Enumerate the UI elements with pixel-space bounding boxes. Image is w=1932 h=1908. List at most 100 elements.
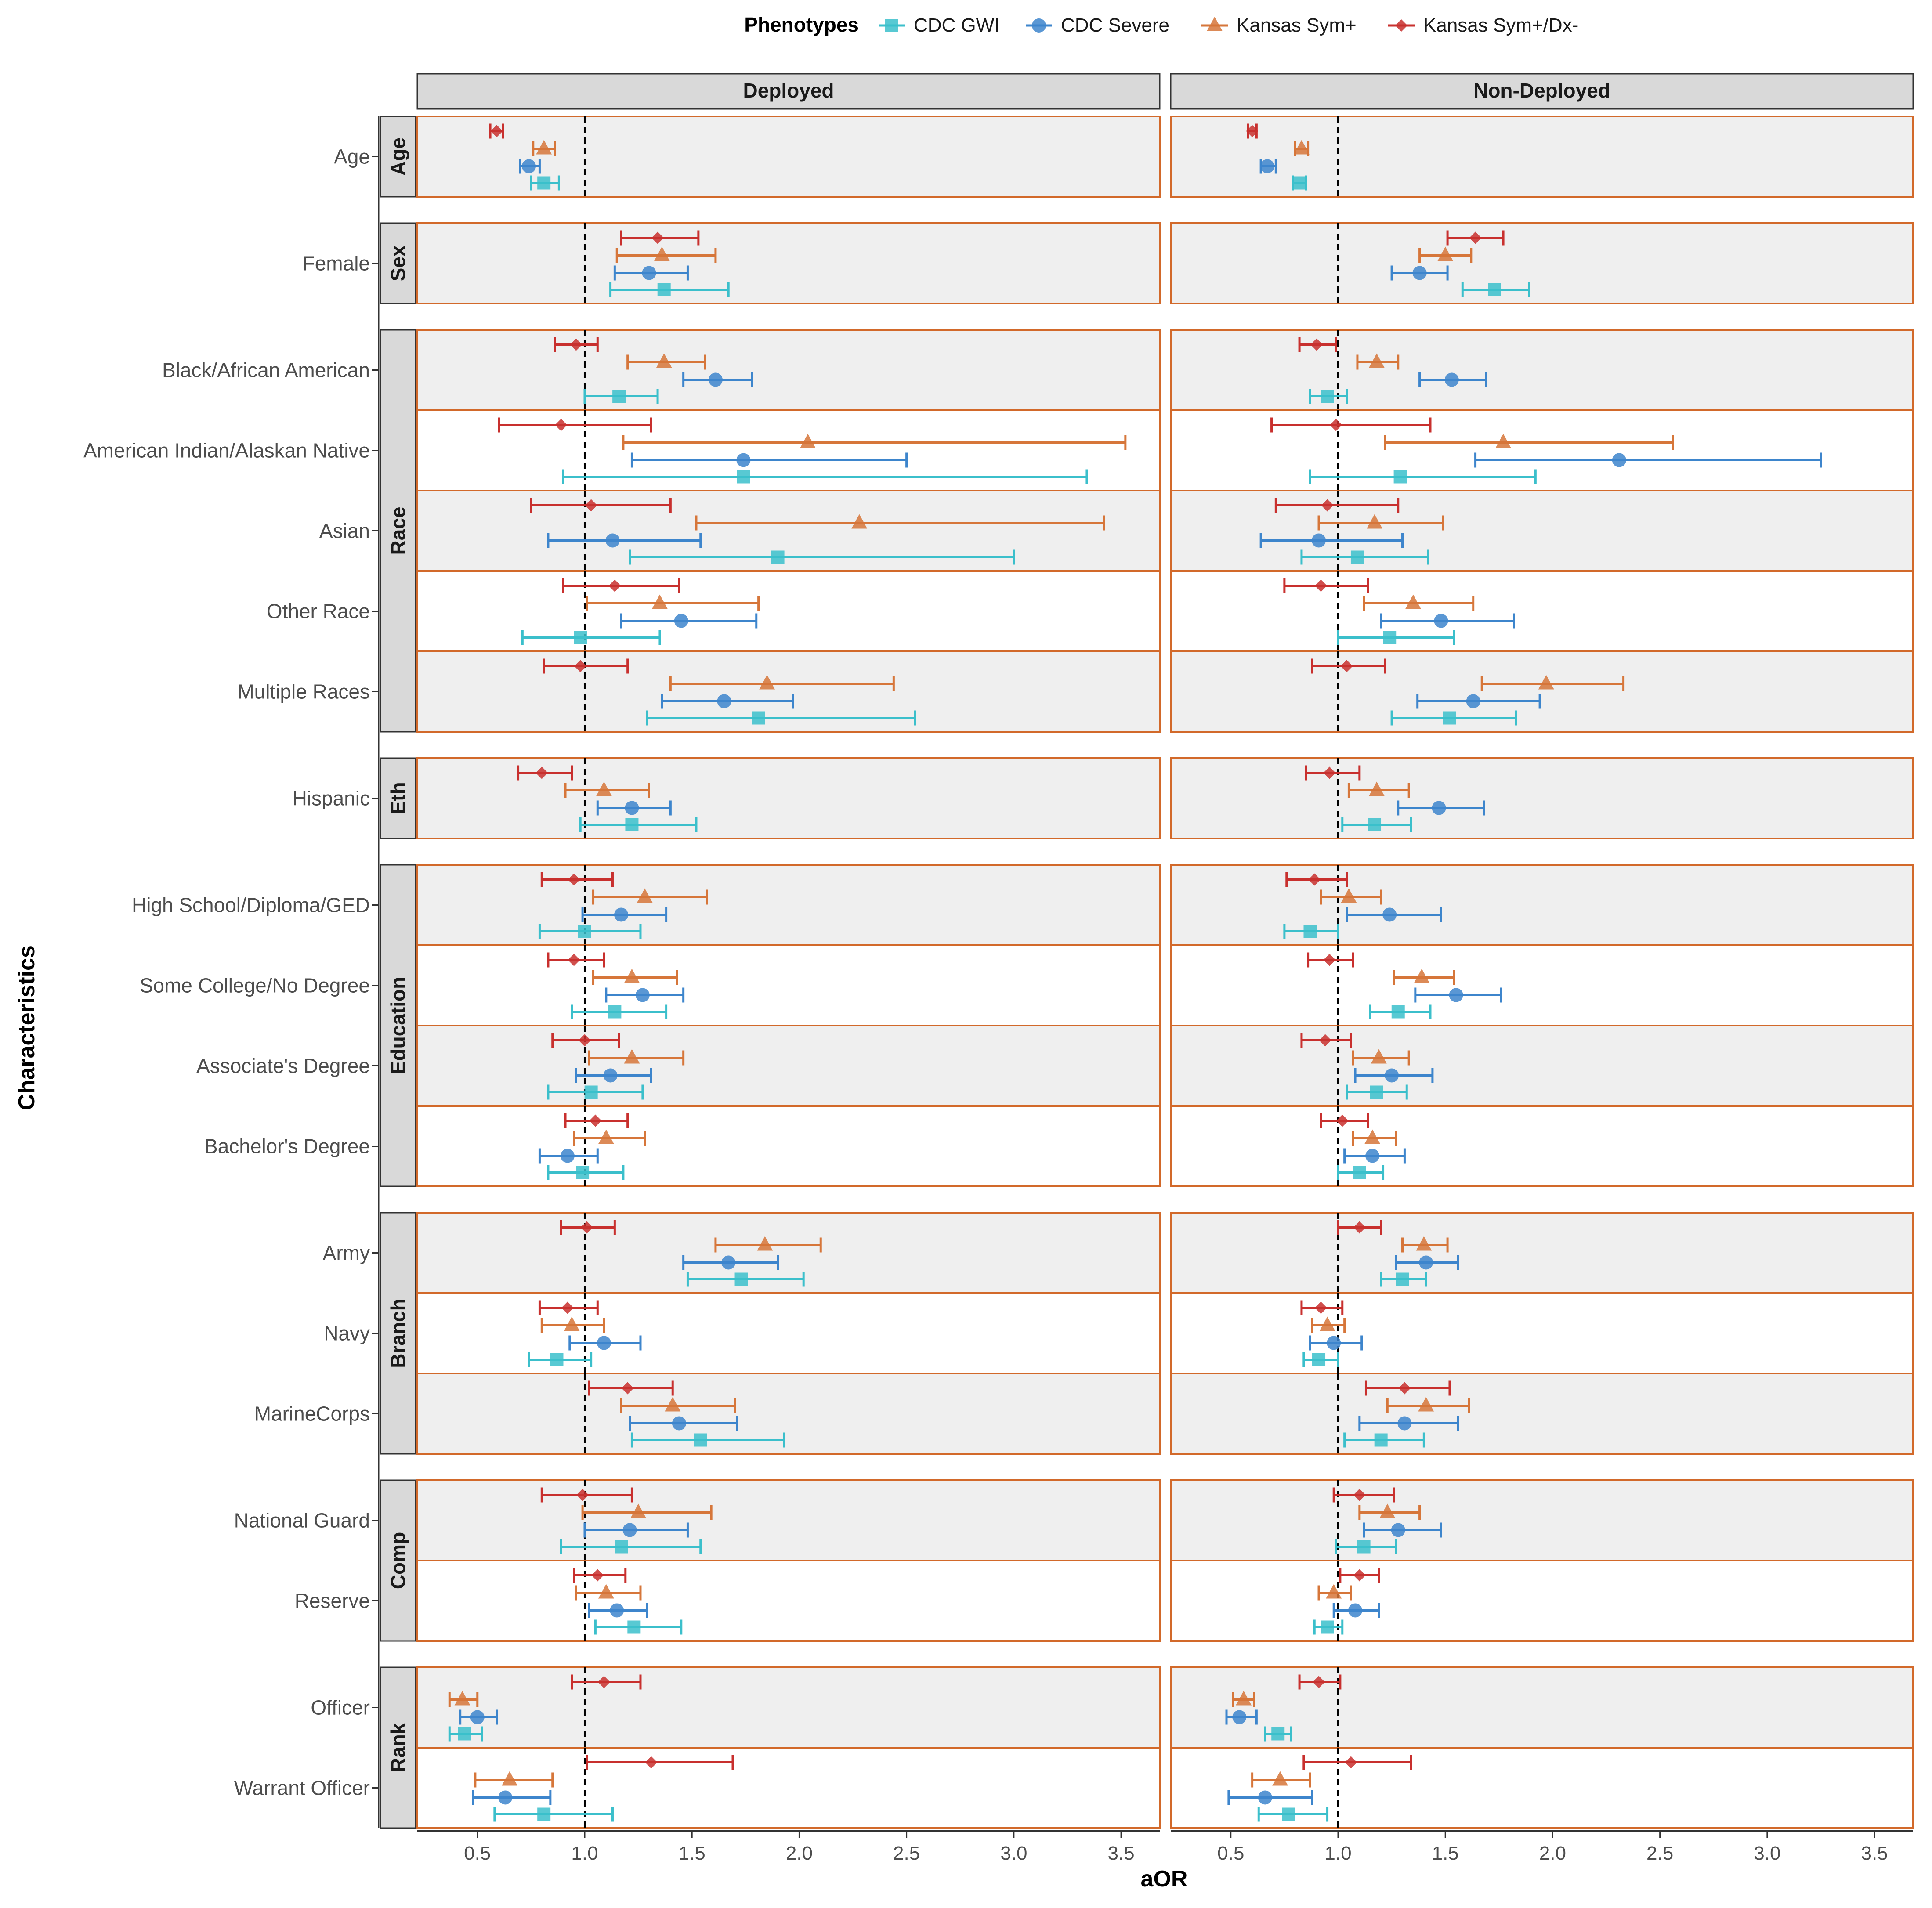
- row-band: [1170, 1666, 1914, 1749]
- row-panel-american-indian-alaskan-native-deployed: [416, 409, 1161, 491]
- estimate-cdc-severe: [538, 1148, 599, 1164]
- row-panel-age-deployed: [416, 116, 1161, 198]
- estimate-cdc-severe: [629, 1416, 738, 1431]
- row-band: [416, 222, 1161, 304]
- point-kansas-sym-dx: [1353, 1489, 1366, 1501]
- point-cdc-severe: [498, 1790, 513, 1805]
- group-strip-label: Eth: [387, 782, 409, 814]
- point-kansas-sym-dx: [1319, 1034, 1331, 1047]
- estimate-kansas-sym-dx: [530, 498, 672, 513]
- point-cdc-gwi: [1391, 1005, 1405, 1019]
- estimate-kansas-sym-dx: [1300, 1300, 1344, 1315]
- estimate-kansas-sym: [564, 781, 651, 798]
- estimate-kansas-sym: [1347, 781, 1410, 798]
- row-panel-associate-s-degree-non-deployed: [1170, 1025, 1914, 1107]
- estimate-cdc-gwi: [630, 1432, 785, 1448]
- point-cdc-severe: [1260, 159, 1274, 173]
- row-band: [416, 757, 1161, 839]
- x-tick-label: 2.0: [1539, 1843, 1566, 1864]
- group-strip-bg: [380, 329, 416, 733]
- group-strip-rank: Rank: [380, 1666, 416, 1829]
- estimate-cdc-gwi: [1309, 389, 1348, 404]
- row-panel-associate-s-degree-deployed: [416, 1025, 1161, 1107]
- point-kansas-sym-dx: [585, 499, 597, 512]
- estimate-cdc-gwi: [521, 630, 661, 645]
- point-cdc-gwi: [1357, 1540, 1371, 1554]
- point-cdc-gwi: [1350, 550, 1364, 564]
- estimate-cdc-severe: [1418, 372, 1487, 387]
- row-band: [416, 1747, 1161, 1829]
- point-kansas-sym: [1293, 140, 1310, 155]
- estimate-kansas-sym: [1401, 1236, 1449, 1253]
- x-tick-label: 3.0: [1754, 1843, 1780, 1864]
- legend-label-kansas-sym-dx: Kansas Sym+/Dx-: [1423, 14, 1578, 36]
- estimate-cdc-gwi: [629, 549, 1015, 565]
- estimate-kansas-sym: [1352, 1129, 1397, 1146]
- x-tick-label: 3.5: [1861, 1843, 1888, 1864]
- estimate-cdc-severe: [588, 1603, 648, 1618]
- x-tick-label: 1.0: [1324, 1843, 1351, 1864]
- row-panel-asian-deployed: [416, 490, 1161, 572]
- row-label-some-college-no-degree: Some College/No Degree: [140, 974, 370, 997]
- point-kansas-sym: [1495, 434, 1512, 448]
- row-panel-multiple-races-non-deployed: [1170, 650, 1914, 733]
- point-cdc-gwi: [694, 1433, 707, 1447]
- estimate-cdc-severe: [1395, 1255, 1460, 1270]
- row-label-associate-s-degree: Associate's Degree: [196, 1055, 370, 1077]
- point-cdc-severe: [1419, 1255, 1433, 1270]
- point-cdc-severe: [642, 266, 656, 280]
- point-kansas-sym: [1405, 594, 1421, 609]
- point-cdc-severe: [1397, 1416, 1412, 1431]
- estimate-cdc-severe: [583, 1522, 689, 1538]
- row-panel-hispanic-non-deployed: [1170, 757, 1914, 839]
- point-kansas-sym-dx: [568, 873, 580, 886]
- point-kansas-sym-dx: [1246, 125, 1259, 137]
- estimate-cdc-severe: [1346, 907, 1442, 922]
- point-kansas-sym-dx: [621, 1382, 634, 1395]
- row-panel-female-non-deployed: [1170, 222, 1914, 304]
- x-tick-label: 2.5: [893, 1843, 920, 1864]
- point-kansas-sym: [596, 781, 612, 796]
- estimate-kansas-sym-dx: [1339, 1568, 1380, 1583]
- point-cdc-severe: [1466, 694, 1480, 708]
- estimate-cdc-severe: [661, 694, 794, 709]
- row-band: [1170, 1747, 1914, 1829]
- estimate-cdc-severe: [613, 265, 689, 281]
- row-band: [1170, 1560, 1914, 1642]
- row-band: [1170, 1105, 1914, 1187]
- point-cdc-severe: [610, 1603, 624, 1618]
- point-cdc-severe: [1348, 1603, 1363, 1618]
- estimate-cdc-severe: [581, 907, 668, 922]
- group-strips: Age Sex Race Eth Education Branch Comp Rank: [380, 116, 416, 1829]
- row-panel-marinecorps-non-deployed: [1170, 1373, 1914, 1455]
- estimate-cdc-gwi: [1257, 1807, 1329, 1822]
- row-band: [1170, 222, 1914, 304]
- point-cdc-gwi: [1368, 818, 1382, 831]
- point-cdc-gwi: [657, 283, 671, 296]
- estimate-kansas-sym-dx: [1274, 498, 1400, 513]
- point-kansas-sym-dx: [589, 1114, 602, 1127]
- estimate-kansas-sym: [1317, 1584, 1352, 1601]
- estimate-cdc-gwi: [1309, 469, 1537, 484]
- panel-strip-bg: [416, 73, 1161, 110]
- point-cdc-severe: [635, 988, 650, 1002]
- estimate-kansas-sym-dx: [1307, 952, 1354, 968]
- point-kansas-sym: [1416, 1236, 1432, 1251]
- point-cdc-severe: [614, 907, 629, 922]
- legend-title: Phenotypes: [744, 13, 859, 36]
- estimate-kansas-sym-dx: [1332, 1487, 1395, 1503]
- row-band: [1170, 329, 1914, 411]
- point-cdc-severe: [1449, 988, 1463, 1002]
- point-cdc-gwi: [737, 470, 750, 484]
- estimate-cdc-gwi: [1346, 1084, 1408, 1100]
- row-band: [416, 490, 1161, 572]
- row-band: [1170, 1373, 1914, 1455]
- estimate-cdc-gwi: [448, 1726, 483, 1742]
- estimate-kansas-sym-dx: [1302, 1755, 1412, 1770]
- x-tick-label: 1.0: [571, 1843, 598, 1864]
- point-cdc-severe: [603, 1068, 618, 1083]
- row-band: [416, 570, 1161, 652]
- group-strip-sex: Sex: [380, 222, 416, 304]
- row-panel-reserve-non-deployed: [1170, 1560, 1914, 1642]
- estimate-kansas-sym: [581, 1503, 713, 1520]
